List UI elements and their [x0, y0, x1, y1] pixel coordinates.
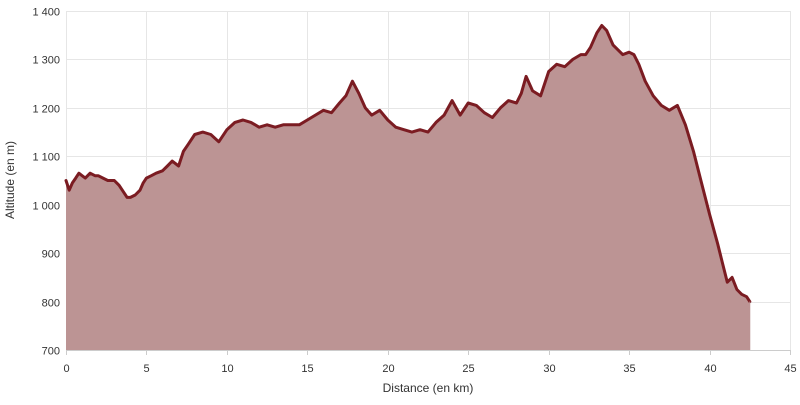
y-tick-label: 800 — [42, 298, 60, 310]
y-tick-label: 1 100 — [32, 152, 60, 164]
y-tick-label: 700 — [42, 346, 60, 358]
x-tick-label: 40 — [704, 363, 716, 375]
y-tick-label: 1 300 — [32, 55, 60, 67]
area-layer — [64, 24, 752, 350]
x-tick-label: 35 — [623, 363, 635, 375]
x-tick-label: 25 — [462, 363, 474, 375]
x-tick-label: 30 — [543, 363, 555, 375]
x-tick-label: 45 — [784, 363, 796, 375]
axis-layer: 700 800 900 1 000 1 100 1 200 1 300 1 400 0 5 10 15… — [32, 7, 796, 376]
x-tick-label: 20 — [382, 363, 394, 375]
y-tick-label: 1 000 — [32, 201, 60, 213]
y-axis-title: Altitude (en m) — [3, 141, 17, 219]
elevation-area — [66, 25, 750, 350]
y-tick-label: 900 — [42, 249, 60, 261]
x-axis-title: Distance (en km) — [383, 381, 474, 395]
y-tick-label: 1 200 — [32, 104, 60, 116]
x-tick-label: 0 — [63, 363, 69, 375]
y-tick-label: 1 400 — [32, 7, 60, 19]
x-tick-label: 15 — [301, 363, 313, 375]
elevation-line — [64, 24, 752, 304]
x-tick-label: 5 — [143, 363, 149, 375]
x-tick-label: 10 — [221, 363, 233, 375]
